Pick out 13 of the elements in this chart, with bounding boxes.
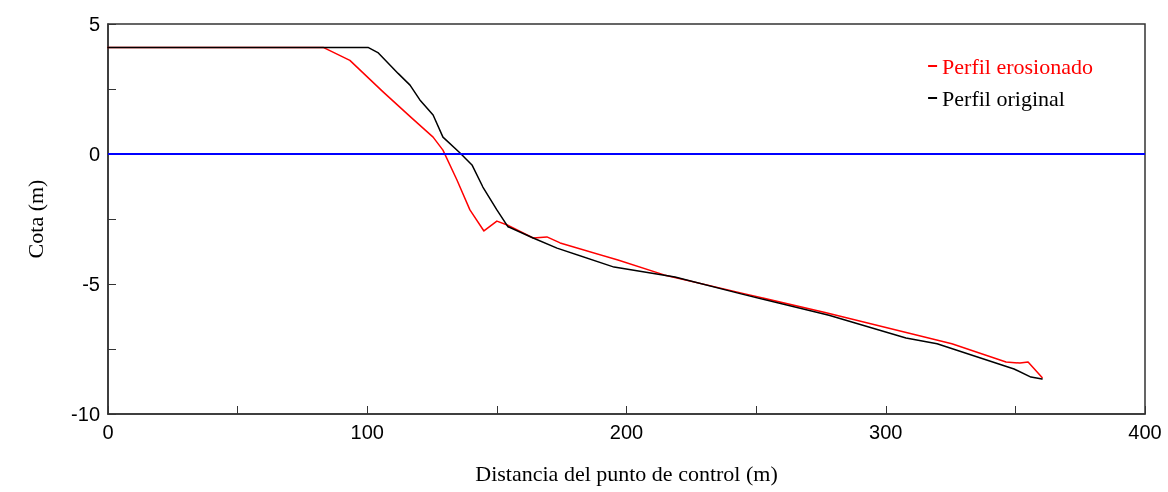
x-tick-label: 100 <box>350 421 384 443</box>
y-tick-label: 5 <box>88 13 100 35</box>
legend-label: Perfil original <box>942 85 1065 111</box>
y-axis-title: Cota (m) <box>22 179 48 259</box>
x-axis-title: Distancia del punto de control (m) <box>475 460 778 486</box>
x-tick-label: 200 <box>609 421 644 443</box>
y-tick-label: -10 <box>71 403 100 425</box>
x-tick-label: 0 <box>102 421 114 443</box>
x-tick-label: 300 <box>869 421 903 443</box>
y-tick-label: -5 <box>82 273 100 295</box>
legend-label: Perfil erosionado <box>942 53 1093 79</box>
x-tick-label: 400 <box>1128 421 1162 443</box>
y-tick-label: 0 <box>88 143 100 165</box>
